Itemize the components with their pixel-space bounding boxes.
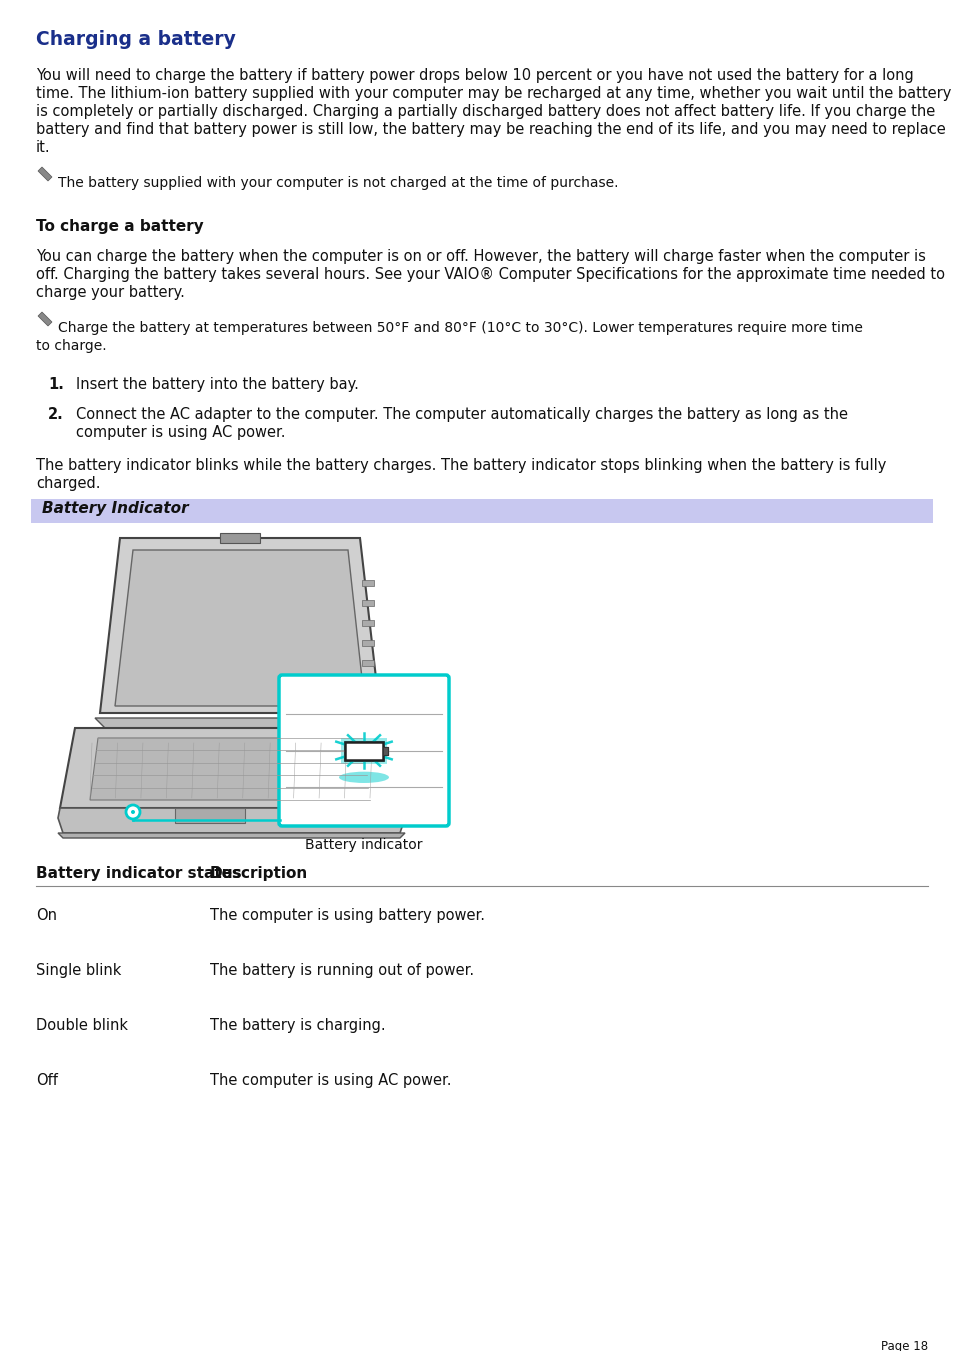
Text: You can charge the battery when the computer is on or off. However, the battery : You can charge the battery when the comp… <box>36 249 925 263</box>
Text: charge your battery.: charge your battery. <box>36 285 185 300</box>
Circle shape <box>126 805 140 819</box>
Text: To charge a battery: To charge a battery <box>36 219 204 234</box>
Text: The computer is using battery power.: The computer is using battery power. <box>210 908 484 923</box>
Text: Description: Description <box>210 866 308 881</box>
Text: The battery indicator blinks while the battery charges. The battery indicator st: The battery indicator blinks while the b… <box>36 458 885 473</box>
Text: to charge.: to charge. <box>36 339 107 353</box>
Bar <box>340 738 387 763</box>
Text: You will need to charge the battery if battery power drops below 10 percent or y: You will need to charge the battery if b… <box>36 68 913 82</box>
Polygon shape <box>115 550 365 707</box>
Bar <box>30 499 932 523</box>
Polygon shape <box>38 168 52 181</box>
Polygon shape <box>95 717 385 728</box>
Text: time. The lithium-ion battery supplied with your computer may be recharged at an: time. The lithium-ion battery supplied w… <box>36 86 950 101</box>
Text: Off: Off <box>36 1073 58 1088</box>
Bar <box>382 747 388 754</box>
Text: battery and find that battery power is still low, the battery may be reaching th: battery and find that battery power is s… <box>36 122 944 136</box>
Text: The battery supplied with your computer is not charged at the time of purchase.: The battery supplied with your computer … <box>58 176 618 190</box>
Text: Charging a battery: Charging a battery <box>36 30 235 49</box>
Text: Battery Indicator: Battery Indicator <box>42 500 189 516</box>
Circle shape <box>131 811 135 815</box>
Polygon shape <box>60 728 395 808</box>
Text: computer is using AC power.: computer is using AC power. <box>76 426 285 440</box>
Text: Battery indicator status: Battery indicator status <box>36 866 241 881</box>
Bar <box>361 640 374 646</box>
Polygon shape <box>58 808 405 834</box>
Bar <box>345 742 382 759</box>
Text: Connect the AC adapter to the computer. The computer automatically charges the b: Connect the AC adapter to the computer. … <box>76 407 847 422</box>
Bar <box>361 620 374 626</box>
Ellipse shape <box>338 771 389 784</box>
Text: Single blink: Single blink <box>36 963 121 978</box>
Text: charged.: charged. <box>36 476 100 490</box>
Text: Double blink: Double blink <box>36 1019 128 1034</box>
Text: The battery is running out of power.: The battery is running out of power. <box>210 963 474 978</box>
Polygon shape <box>58 834 405 838</box>
Polygon shape <box>90 738 370 800</box>
Text: Insert the battery into the battery bay.: Insert the battery into the battery bay. <box>76 377 358 392</box>
Text: The battery is charging.: The battery is charging. <box>210 1019 385 1034</box>
Text: is completely or partially discharged. Charging a partially discharged battery d: is completely or partially discharged. C… <box>36 104 934 119</box>
FancyBboxPatch shape <box>278 676 449 825</box>
Bar <box>345 742 382 759</box>
Text: it.: it. <box>36 141 51 155</box>
Polygon shape <box>38 312 52 326</box>
Text: 2.: 2. <box>48 407 64 422</box>
Bar <box>220 534 260 543</box>
Text: The computer is using AC power.: The computer is using AC power. <box>210 1073 451 1088</box>
Text: Battery indicator: Battery indicator <box>305 838 422 852</box>
Bar <box>174 808 245 823</box>
Text: Page 18: Page 18 <box>880 1340 927 1351</box>
Text: 1.: 1. <box>48 377 64 392</box>
Text: off. Charging the battery takes several hours. See your VAIO® Computer Specifica: off. Charging the battery takes several … <box>36 267 944 282</box>
Polygon shape <box>100 538 379 713</box>
Text: Charge the battery at temperatures between 50°F and 80°F (10°C to 30°C). Lower t: Charge the battery at temperatures betwe… <box>58 322 862 335</box>
Text: On: On <box>36 908 57 923</box>
Bar <box>361 661 374 666</box>
Bar <box>382 747 388 754</box>
Bar <box>361 580 374 586</box>
Bar <box>361 600 374 607</box>
